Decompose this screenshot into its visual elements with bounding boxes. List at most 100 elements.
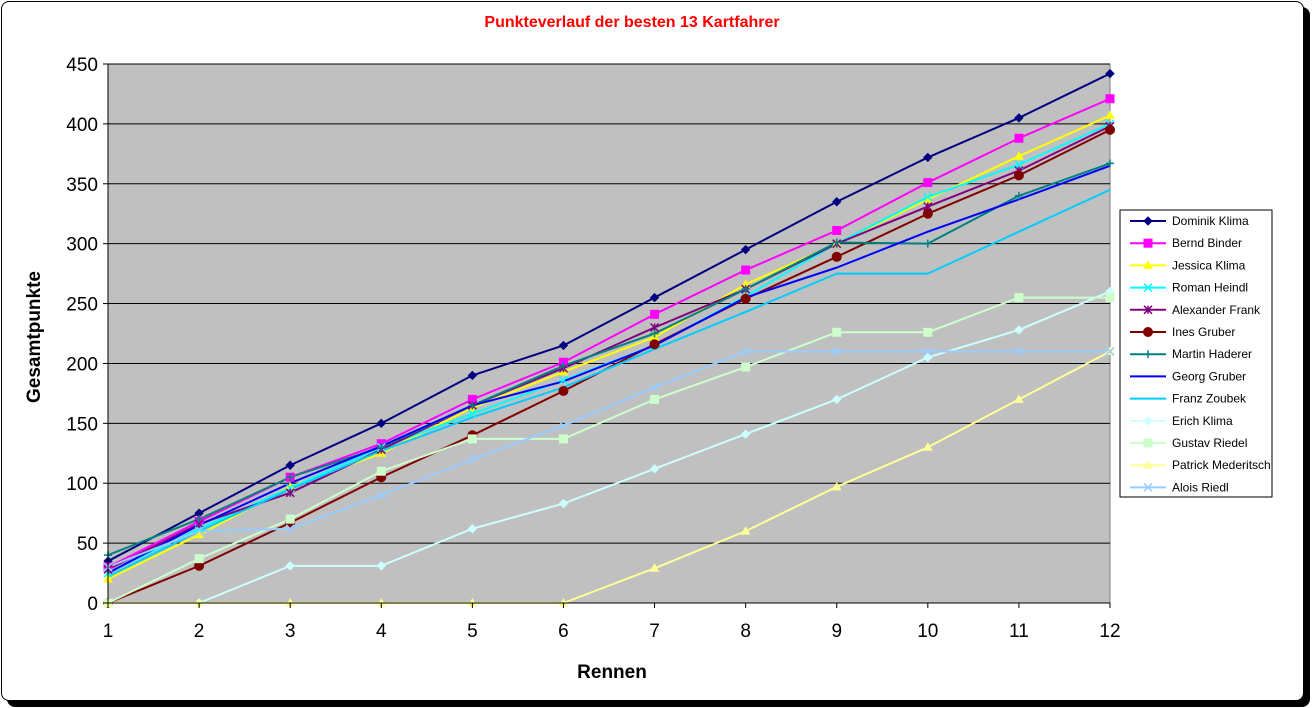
data-point [194, 526, 204, 536]
data-point [740, 244, 751, 255]
y-tick-label: 450 [66, 55, 98, 76]
data-point [741, 362, 751, 372]
data-point [649, 292, 660, 303]
legend-entry: Erich Klima [1172, 414, 1233, 428]
data-point [558, 340, 569, 351]
data-point [1014, 133, 1024, 143]
x-tick-label: 3 [285, 621, 296, 642]
data-point [1014, 394, 1024, 403]
data-point [467, 409, 477, 419]
legend-entry: Alexander Frank [1172, 303, 1261, 317]
data-point [468, 401, 477, 410]
data-point [376, 490, 386, 500]
data-point [1105, 94, 1115, 104]
data-point [832, 238, 841, 247]
legend-marker [1143, 260, 1153, 269]
x-tick-label: 11 [1009, 621, 1029, 642]
legend-marker [1143, 460, 1153, 469]
data-point [741, 265, 751, 275]
data-point [1105, 110, 1115, 120]
data-point [740, 429, 751, 439]
data-point [650, 309, 660, 319]
y-tick-label: 350 [66, 175, 98, 196]
data-point [650, 382, 660, 392]
data-point [376, 418, 386, 429]
data-point [195, 515, 204, 524]
data-point [1014, 293, 1024, 303]
plot-area [107, 63, 1111, 604]
x-tick-label: 2 [194, 621, 205, 642]
data-point [467, 454, 477, 464]
x-tick-label: 12 [1099, 621, 1120, 642]
legend-entry: Dominik Klima [1172, 214, 1249, 228]
data-point [1105, 68, 1115, 79]
data-point [740, 293, 751, 304]
chart-title: Punkteverlauf der besten 13 Kartfahrer [484, 14, 779, 31]
data-point [285, 460, 295, 470]
data-point [558, 498, 569, 509]
data-point [559, 361, 568, 370]
legend-entry: Martin Haderer [1172, 347, 1252, 361]
data-point [650, 394, 660, 404]
data-point [285, 561, 295, 571]
legend-marker [1144, 350, 1152, 359]
series-markers [103, 68, 1115, 608]
legend-entry: Alois Riedl [1172, 480, 1229, 494]
data-point [649, 563, 660, 572]
data-point [1014, 151, 1024, 160]
data-point [194, 529, 204, 539]
legend-entry: Roman Heindl [1172, 281, 1248, 295]
x-tick-label: 4 [376, 621, 387, 642]
series-line-4 [107, 125, 1111, 571]
y-tick-label: 200 [66, 354, 98, 375]
data-point [558, 375, 568, 385]
legend-entry: Gustav Riedel [1172, 436, 1247, 450]
legend-entry: Bernd Binder [1172, 236, 1242, 250]
series-line-6 [107, 162, 1111, 557]
y-tick-label: 250 [66, 295, 98, 316]
data-point [741, 285, 750, 294]
legend-marker [1143, 238, 1153, 248]
x-tick-label: 8 [740, 621, 751, 642]
legend-entry: Ines Gruber [1172, 325, 1235, 339]
data-point [376, 466, 386, 476]
data-point [922, 208, 933, 219]
data-point [1014, 346, 1024, 356]
data-point [558, 385, 569, 396]
data-point [923, 152, 933, 163]
legend-marker [1143, 438, 1153, 448]
y-tick-label: 50 [77, 534, 98, 555]
data-point [286, 473, 295, 482]
series-lines [107, 72, 1111, 604]
y-tick-label: 400 [66, 115, 98, 136]
legend-marker [1143, 416, 1153, 426]
y-axis-ticks: 0 50 100 150 200 250 300 350 400 450 [66, 55, 108, 615]
data-point [558, 421, 568, 431]
data-point [1105, 346, 1115, 356]
legend-entry: Patrick Mederitsch [1172, 458, 1271, 472]
data-point [1013, 170, 1024, 181]
data-point [1014, 191, 1023, 200]
y-tick-label: 0 [87, 594, 98, 615]
x-axis-ticks: 1 2 3 4 5 6 7 8 9 10 11 12 [103, 603, 1121, 642]
data-point [1105, 293, 1115, 303]
x-tick-label: 1 [103, 621, 114, 642]
legend-marker [1143, 482, 1153, 492]
data-point [922, 442, 933, 451]
series-line-9 [108, 290, 1111, 604]
legend: Dominik Klima Bernd Binder Jessica Klima Ro… [1119, 209, 1273, 498]
data-point [832, 327, 842, 337]
data-point [923, 352, 933, 363]
legend-marker [1143, 216, 1153, 226]
data-point [650, 329, 659, 338]
legend-entry: Georg Gruber [1172, 369, 1246, 383]
x-axis-title: Rennen [577, 662, 647, 683]
data-point [467, 434, 477, 444]
data-point [649, 464, 660, 474]
data-point [832, 225, 842, 235]
data-point [649, 339, 660, 350]
data-point [832, 394, 842, 405]
data-point [467, 524, 478, 534]
data-point [376, 561, 386, 571]
